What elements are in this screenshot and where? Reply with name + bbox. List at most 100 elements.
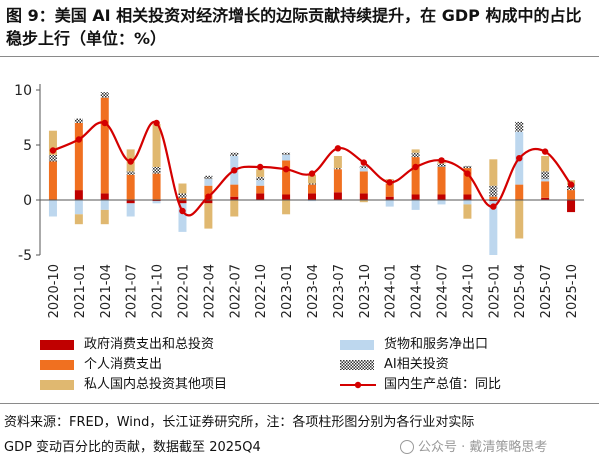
watermark: 公众号 · 戴清策略思考 [400, 436, 547, 455]
legend-swatch-gov [40, 340, 74, 350]
bar-personal-2023Q1 [282, 160, 291, 195]
source-note: 资料来源：FRED，Wind，长江证券研究所，注：各项柱形图分别为各行业对实际 … [4, 410, 594, 460]
source-line-1: 资料来源：FRED，Wind，长江证券研究所，注：各项柱形图分别为各行业对实际 [4, 415, 475, 430]
bar-personal-2025Q2 [515, 184, 524, 200]
bar-gov-2022Q1 [178, 200, 187, 204]
bar-personal-2023Q4 [359, 171, 368, 194]
gdp-point-2025Q2 [516, 155, 523, 162]
bar-personal-2025Q4 [567, 190, 576, 200]
gdp-point-2023Q1 [282, 166, 290, 173]
x-tick-label: 2023-07 [332, 264, 347, 318]
bar-ai-2023Q1 [282, 152, 291, 155]
x-tick-label: 2025-07 [539, 264, 554, 318]
bar-goods-2021Q1 [74, 200, 83, 215]
legend-label-gov: 政府消费支出和总投资 [84, 337, 215, 352]
bar-goods-2024Q4 [463, 200, 472, 205]
x-tick-label: 2020-10 [47, 264, 62, 318]
bar-ai-2020Q4 [48, 154, 57, 162]
bar-gov-2021Q4 [152, 200, 161, 202]
bar-ai-2022Q1 [178, 193, 187, 198]
x-tick-label: 2022-10 [254, 264, 269, 318]
x-tick-label: 2022-07 [228, 264, 243, 318]
bar-private-2024Q4 [463, 204, 472, 219]
x-tick-label: 2024-10 [461, 264, 476, 318]
bar-private-2021Q1 [74, 214, 83, 225]
bar-private-2023Q4 [359, 200, 368, 203]
bar-goods-2024Q1 [385, 200, 394, 207]
gdp-point-2024Q1 [386, 179, 393, 186]
bar-gov-2021Q3 [126, 200, 135, 204]
top-divider [0, 56, 599, 57]
legend-label-net-exports: 货物和服务净出口 [384, 337, 489, 352]
chart-title: 图 9：美国 AI 相关投资对经济增长的边际贡献持续提升，在 GDP 构成中的占… [6, 6, 582, 48]
bar-ai-2023Q2 [308, 183, 316, 185]
bar-private-2022Q4 [256, 169, 265, 177]
bar-gov-2023Q4 [359, 193, 368, 200]
x-tick-label: 2023-01 [280, 264, 295, 318]
bar-ai-2024Q4 [463, 165, 472, 169]
bar-gov-2022Q2 [204, 200, 213, 204]
bottom-divider [0, 403, 599, 404]
bar-gov-2024Q1 [385, 196, 394, 200]
tick-labels-layer: -5 0 5 10 2020-10 2021-01 2021-04 2021-07 2021-1… [14, 83, 580, 318]
x-tick-label: 2021-01 [73, 264, 88, 318]
legend-label-ai: AI相关投资 [384, 357, 449, 372]
legend-swatch-private [40, 380, 74, 390]
bar-personal-2024Q4 [463, 168, 472, 195]
bar-private-2022Q1 [178, 183, 187, 194]
bar-goods-2020Q4 [48, 200, 57, 217]
gdp-point-2025Q4 [567, 181, 575, 188]
gdp-point-2022Q1 [179, 207, 186, 215]
bar-private-2022Q2 [204, 203, 213, 229]
x-tick-label: 2024-04 [410, 264, 425, 318]
gdp-point-2020Q4 [49, 147, 57, 154]
bar-private-2025Q2 [515, 200, 524, 239]
legend-label-gdp: 国内生产总值：同比 [384, 377, 502, 392]
bar-goods-2024Q2 [411, 200, 420, 210]
bar-private-2023Q3 [333, 156, 342, 169]
gdp-point-2021Q2 [101, 119, 108, 127]
bar-gov-2024Q4 [463, 194, 472, 200]
bar-ai-2025Q2 [515, 121, 524, 132]
bar-goods-2024Q3 [437, 200, 446, 205]
x-tick-label: 2025-01 [487, 264, 502, 318]
bar-goods-2023Q4 [359, 168, 368, 172]
bar-ai-2025Q3 [541, 171, 550, 180]
y-tick-label: 10 [14, 83, 32, 99]
x-tick-label: 2021-04 [99, 264, 114, 318]
bar-gov-2024Q2 [411, 194, 420, 200]
bar-personal-2023Q2 [308, 184, 316, 194]
bar-ai-2025Q1 [489, 185, 498, 197]
bar-goods-2022Q1 [178, 203, 187, 232]
legend: 政府消费支出和总投资 货物和服务净出口 个人消费支出 AI相关投资 私人国内总投… [0, 332, 599, 400]
bar-ai-2024Q2 [411, 152, 420, 158]
legend-swatch-gdp [340, 381, 376, 389]
bar-goods-2025Q1 [489, 201, 498, 255]
bar-goods-2022Q2 [204, 179, 213, 186]
x-tick-label: 2023-04 [306, 264, 321, 318]
bar-personal-2024Q3 [437, 167, 446, 195]
bar-line-chart: -5 0 5 10 2020-10 2021-01 2021-04 2021-07 2021-1… [14, 83, 584, 318]
bar-personal-2021Q2 [100, 97, 109, 194]
gdp-point-2025Q3 [541, 148, 549, 155]
bar-gov-2022Q3 [230, 196, 239, 200]
bar-goods-2021Q4 [152, 201, 161, 204]
gdp-point-2022Q3 [231, 167, 238, 174]
bar-gov-2023Q1 [282, 194, 291, 200]
bar-ai-2022Q3 [230, 152, 239, 156]
x-tick-label: 2021-07 [125, 264, 140, 318]
axes-layer [36, 84, 584, 256]
bar-gov-2021Q1 [74, 190, 83, 200]
gdp-point-2021Q3 [127, 158, 134, 165]
bar-private-2021Q4 [152, 124, 161, 167]
source-line-2: GDP 变动百分比的贡献，数据截至 2025Q4 [4, 440, 261, 455]
x-tick-label: 2024-01 [384, 264, 399, 318]
bar-gov-2023Q2 [308, 193, 316, 200]
gdp-point-2023Q4 [360, 159, 368, 166]
bar-gov-2025Q3 [541, 197, 550, 200]
bar-personal-2022Q2 [204, 185, 213, 200]
bar-goods-2025Q3 [541, 179, 550, 182]
bar-gov-2022Q4 [256, 193, 265, 200]
bar-private-2023Q2 [308, 174, 316, 184]
bar-personal-2020Q4 [48, 161, 57, 200]
